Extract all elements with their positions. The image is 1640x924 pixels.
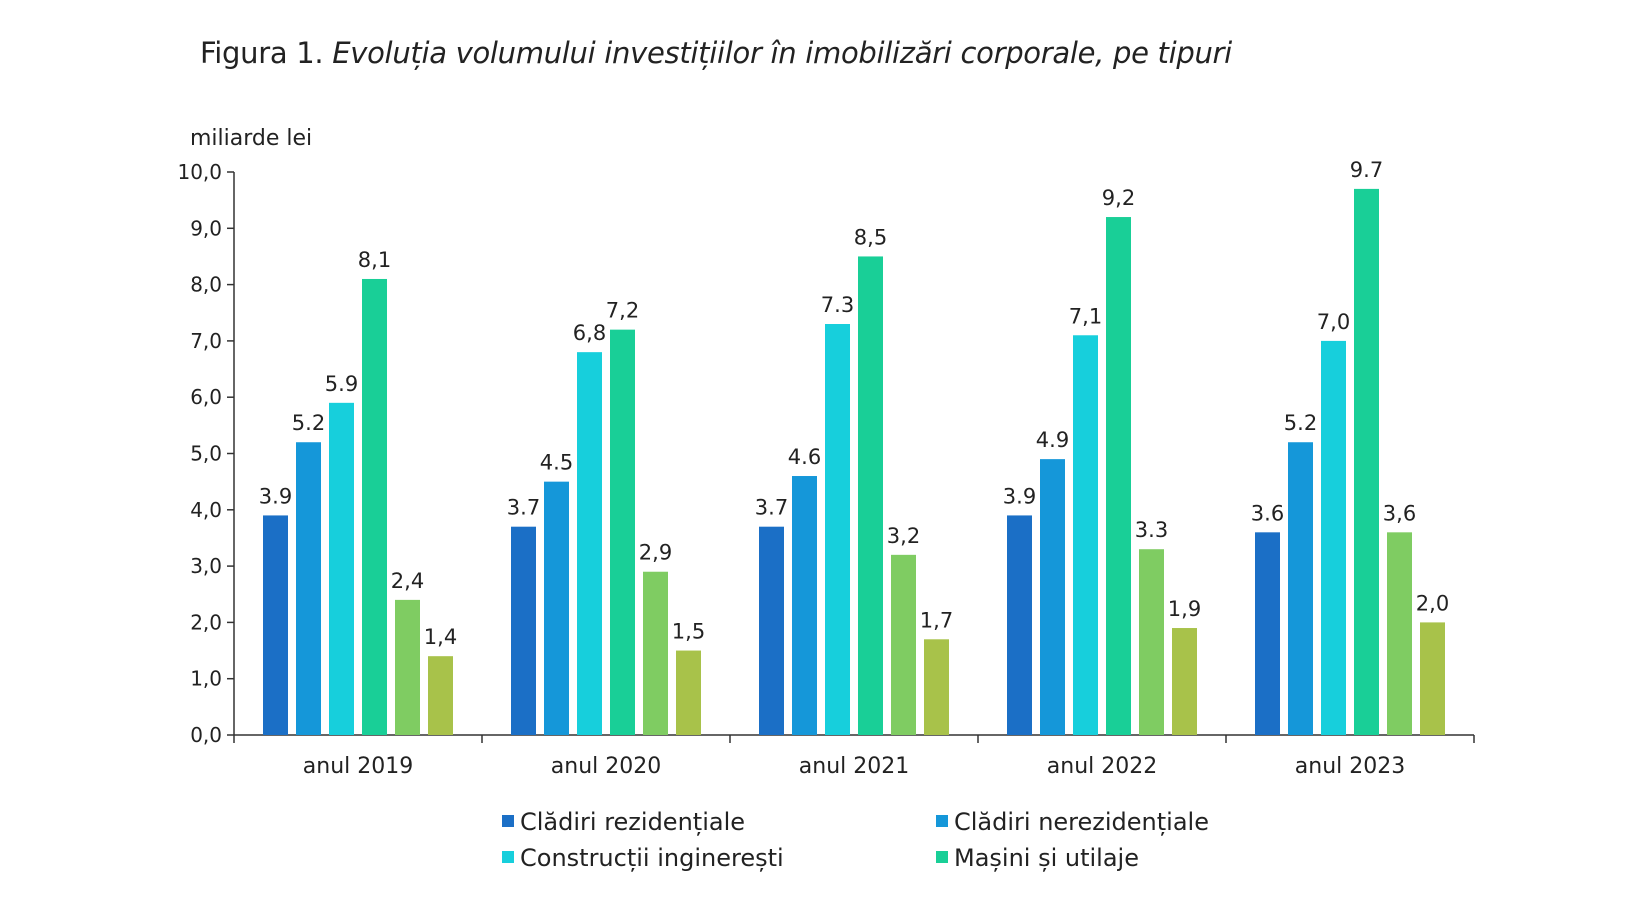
x-tick-label: anul 2023 [1295,754,1405,779]
y-tick-label: 5,0 [190,442,222,466]
legend-item-constructii-ingineresti: Construcții inginerești [502,844,784,872]
legend-item-masini-si-utilaje: Mașini și utilaje [936,844,1139,872]
bar [1106,217,1131,736]
bar-value-label: 1,9 [1168,597,1201,621]
bar-value-label: 3.7 [507,496,540,520]
bar [1040,459,1065,735]
bar [1255,532,1280,735]
y-tick-label: 7,0 [190,329,222,353]
bar-value-label: 7,0 [1317,310,1350,334]
bar-value-label: 7,1 [1069,304,1102,328]
bar [362,278,387,735]
bar-value-label: 4.5 [540,451,573,475]
bar-value-label: 1,4 [424,625,457,649]
legend-swatch [502,815,514,827]
bar-value-label: 2,0 [1416,591,1449,615]
y-tick-label: 2,0 [190,610,222,634]
bar [544,481,569,735]
bar-value-label: 1,5 [672,620,705,644]
bar [1354,188,1379,735]
x-tick-label: anul 2019 [303,754,413,779]
y-tick-label: 10,0 [177,160,222,184]
bar [924,639,949,735]
bar-value-label: 4.6 [788,445,821,469]
legend-swatch [502,851,514,863]
bar [891,554,916,735]
figure-title-text: Evoluția volumului investițiilor în imob… [332,36,1232,70]
bar-value-label: 8,5 [854,225,887,249]
legend-label: Clădiri rezidențiale [520,808,745,836]
bar-value-label: 3,2 [887,524,920,548]
legend-item-cladiri-nerezidentiale: Clădiri nerezidențiale [936,808,1209,836]
bar [1007,515,1032,735]
bar [511,526,536,735]
bar [1321,340,1346,735]
bar-value-label: 5.2 [292,411,325,435]
y-tick-label: 0,0 [190,723,222,747]
bar-value-label: 3.7 [755,496,788,520]
bar-value-label: 2,4 [391,569,424,593]
y-axis-label: miliarde lei [190,126,312,151]
bar [1288,442,1313,735]
bar-value-label: 1,7 [920,608,953,632]
bar-value-label: 5.9 [325,372,358,396]
figure-prefix: Figura 1. [200,36,324,70]
bar [792,476,817,735]
legend-swatch [936,815,948,827]
bar-value-label: 3.9 [1003,484,1036,508]
bar [1387,532,1412,735]
bar [577,352,602,735]
bar [1139,549,1164,735]
legend-label: Mașini și utilaje [954,844,1139,872]
bar-value-label: 9.7 [1350,158,1383,182]
x-tick-label: anul 2022 [1047,754,1157,779]
bar [1073,335,1098,735]
y-tick-label: 6,0 [190,385,222,409]
y-tick-label: 3,0 [190,554,222,578]
bar-value-label: 3.3 [1135,518,1168,542]
x-tick-label: anul 2021 [799,754,909,779]
bar [263,515,288,735]
bar [676,650,701,735]
bar [858,256,883,735]
bar [825,324,850,735]
bar [610,329,635,735]
figure-title: Figura 1. Evoluția volumului investițiil… [200,36,1232,70]
bar-value-label: 3,6 [1383,501,1416,525]
bar-value-label: 9,2 [1102,186,1135,210]
bar-value-label: 5.2 [1284,411,1317,435]
bar-value-label: 6,8 [573,321,606,345]
legend-item-cladiri-rezidentiale: Clădiri rezidențiale [502,808,745,836]
bar-value-label: 8,1 [358,248,391,272]
bar-value-label: 3.6 [1251,501,1284,525]
bar-value-label: 3.9 [259,484,292,508]
bar-value-label: 7,2 [606,299,639,323]
bar [395,599,420,735]
legend-label: Clădiri nerezidențiale [954,808,1209,836]
bar [296,442,321,735]
y-tick-label: 8,0 [190,273,222,297]
bar [329,402,354,735]
bar [643,571,668,735]
legend-swatch [936,851,948,863]
bar-value-label: 2,9 [639,541,672,565]
bar [759,526,784,735]
bar [1172,628,1197,735]
legend-label: Construcții inginerești [520,844,784,872]
y-tick-label: 1,0 [190,667,222,691]
x-tick-label: anul 2020 [551,754,661,779]
bar [1420,622,1445,735]
bar [428,656,453,735]
y-tick-label: 9,0 [190,216,222,240]
bar-value-label: 7.3 [821,293,854,317]
bar-value-label: 4.9 [1036,428,1069,452]
y-tick-label: 4,0 [190,498,222,522]
